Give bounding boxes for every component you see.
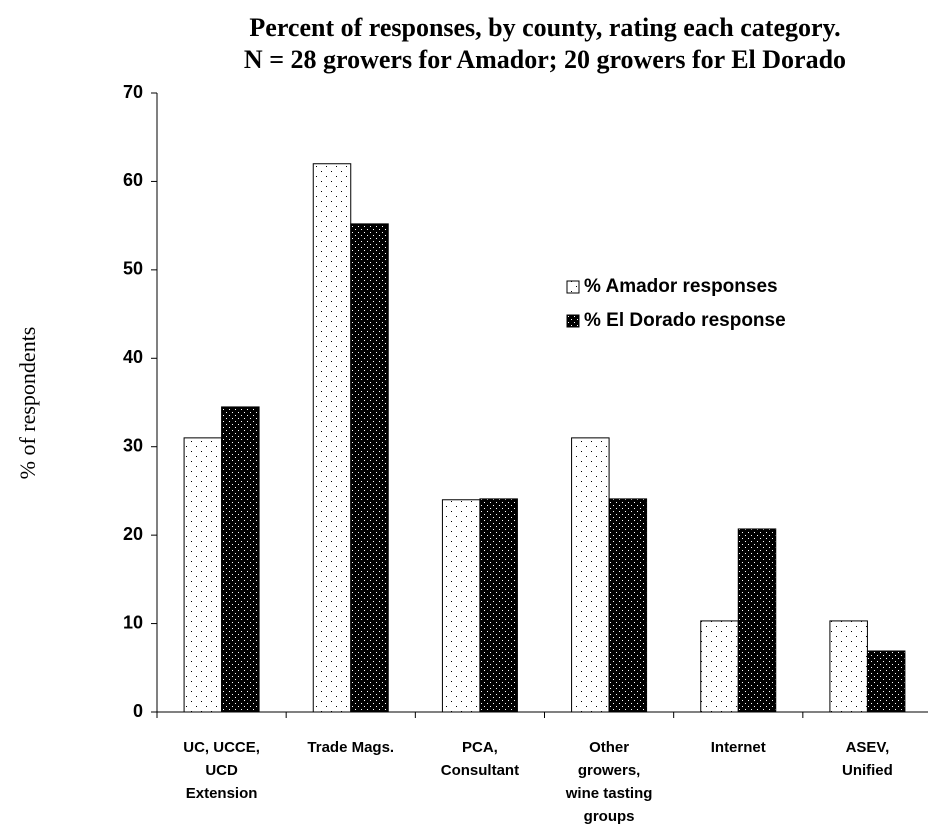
y-tick-label: 50 — [123, 259, 143, 279]
bar — [350, 223, 389, 713]
bar — [571, 437, 610, 713]
x-tick-label: Internet — [711, 739, 766, 756]
x-tick-label: ASEV, — [846, 739, 890, 756]
chart-title: Percent of responses, by county, rating … — [249, 13, 840, 42]
y-tick-label: 70 — [123, 82, 143, 102]
legend-swatch — [566, 280, 580, 294]
y-tick-label: 60 — [123, 170, 143, 190]
x-tick-label: PCA, — [462, 739, 498, 756]
x-tick-label: UCD — [205, 762, 238, 779]
y-tick-label: 0 — [133, 701, 143, 721]
x-tick-label: Unified — [842, 762, 893, 779]
bar — [479, 498, 518, 713]
y-tick-label: 40 — [123, 347, 143, 367]
x-tick-label: groups — [584, 808, 635, 825]
legend-label: % Amador responses — [584, 276, 778, 297]
x-tick-label: wine tasting — [565, 785, 653, 802]
x-tick-label: growers, — [578, 762, 641, 779]
legend-swatch — [566, 314, 580, 328]
x-tick-label: Consultant — [441, 762, 519, 779]
bar — [221, 406, 260, 713]
bar — [183, 437, 223, 713]
x-tick-label: Extension — [186, 785, 258, 802]
bar — [737, 528, 777, 713]
bar — [866, 650, 906, 713]
bar — [441, 499, 481, 713]
y-tick-label: 10 — [123, 612, 143, 632]
x-tick-label: UC, UCCE, — [183, 739, 260, 756]
y-tick-label: 20 — [123, 524, 143, 544]
bar — [312, 163, 352, 713]
bar — [608, 498, 648, 713]
bar — [700, 620, 739, 713]
x-tick-label: Other — [589, 739, 629, 756]
y-axis-label: % of respondents — [15, 327, 40, 480]
bar — [829, 620, 868, 713]
y-tick-label: 30 — [123, 435, 143, 455]
legend-label: % El Dorado response — [584, 310, 786, 331]
x-tick-label: Trade Mags. — [307, 739, 394, 756]
chart-title: N = 28 growers for Amador; 20 growers fo… — [244, 45, 846, 74]
